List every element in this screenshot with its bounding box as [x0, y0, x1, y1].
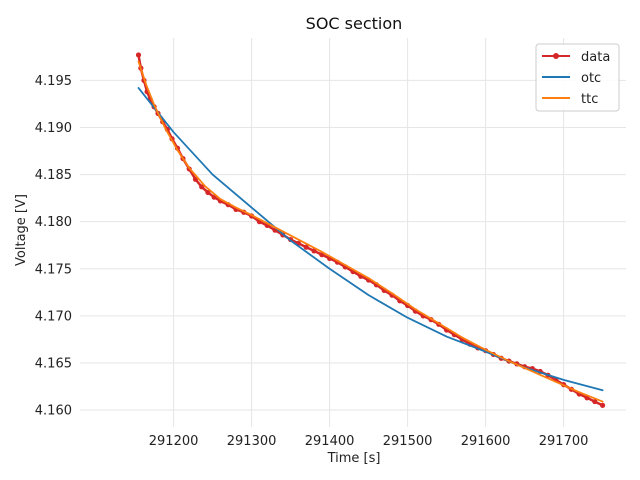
legend-entry-data: data — [542, 50, 610, 65]
y-tick-label: 4.165 — [35, 356, 72, 371]
legend-entry-ttc: ttc — [542, 92, 598, 107]
series-layer — [135, 52, 606, 408]
y-tick-label: 4.175 — [35, 262, 72, 277]
x-axis-label: Time [s] — [327, 451, 381, 466]
data-point — [199, 184, 205, 190]
x-tick-labels: 291200 291300 291400 291500 291600 291700 — [149, 434, 589, 449]
x-tick-label: 291600 — [461, 434, 511, 449]
data-point — [592, 398, 598, 405]
x-tick-label: 291400 — [305, 434, 355, 449]
data-point — [303, 244, 309, 250]
y-tick-label: 4.160 — [35, 404, 72, 419]
y-tick-label: 4.170 — [35, 309, 72, 324]
data-point — [311, 248, 317, 254]
y-tick-labels: 4.195 4.190 4.185 4.180 4.175 4.170 4.165 4.160 — [35, 74, 72, 419]
legend-label-ttc: ttc — [581, 92, 598, 107]
x-grid — [173, 38, 565, 427]
legend: data otc ttc — [535, 43, 620, 112]
data-point — [205, 189, 211, 196]
y-tick-label: 4.185 — [35, 168, 72, 183]
x-tick-label: 291200 — [149, 434, 199, 449]
data-point — [135, 52, 142, 58]
x-tick-label: 291300 — [227, 434, 277, 449]
legend-entry-otc: otc — [542, 71, 601, 86]
chart-title: SOC section — [306, 14, 403, 33]
legend-marker-data — [553, 53, 559, 59]
legend-label-data: data — [581, 50, 610, 65]
legend-label-otc: otc — [581, 71, 601, 86]
series-line-ttc — [137, 60, 604, 403]
data-point — [600, 402, 606, 408]
y-tick-label: 4.195 — [35, 74, 72, 89]
legend-box — [535, 43, 620, 112]
y-tick-label: 4.180 — [35, 215, 72, 230]
x-tick-label: 291700 — [539, 434, 589, 449]
y-tick-label: 4.190 — [35, 121, 72, 136]
y-axis-label: Voltage [V] — [14, 194, 29, 266]
x-tick-label: 291500 — [383, 434, 433, 449]
